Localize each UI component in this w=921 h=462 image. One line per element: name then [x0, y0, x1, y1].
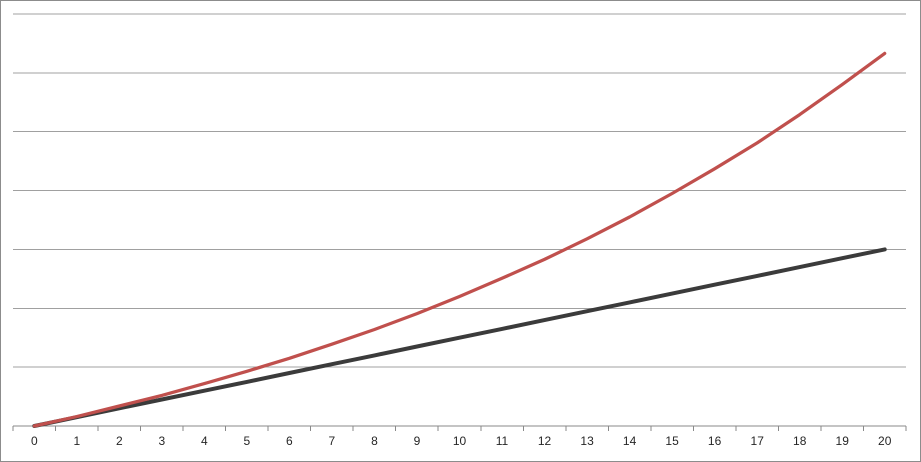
x-axis-tick-label: 4: [201, 434, 208, 448]
x-axis-tick-label: 15: [665, 434, 679, 448]
x-axis-tick-label: 3: [158, 434, 165, 448]
x-axis-tick-label: 6: [286, 434, 293, 448]
x-axis-tick-label: 17: [751, 434, 765, 448]
x-axis-tick-label: 1: [73, 434, 80, 448]
x-axis-tick-label: 20: [878, 434, 892, 448]
x-axis-tick-label: 13: [580, 434, 594, 448]
compound-red-curve: [32, 51, 887, 428]
x-axis-tick-label: 7: [329, 434, 336, 448]
x-axis-tick-label: 8: [371, 434, 378, 448]
x-axis-tick-label: 10: [453, 434, 467, 448]
x-axis-tick-label: 14: [623, 434, 637, 448]
x-axis-tick-label: 9: [414, 434, 421, 448]
x-axis-tick-label: 11: [496, 434, 509, 448]
x-axis-tick-label: 16: [708, 434, 722, 448]
x-axis-tick-label: 5: [244, 434, 251, 448]
x-axis-tick-label: 18: [793, 434, 807, 448]
linear-black-line: [32, 247, 887, 428]
x-axis-tick-label: 19: [836, 434, 850, 448]
x-axis-tick-label: 2: [116, 434, 123, 448]
x-axis-tick-label: 12: [538, 434, 552, 448]
x-axis-tick-label: 0: [31, 434, 38, 448]
